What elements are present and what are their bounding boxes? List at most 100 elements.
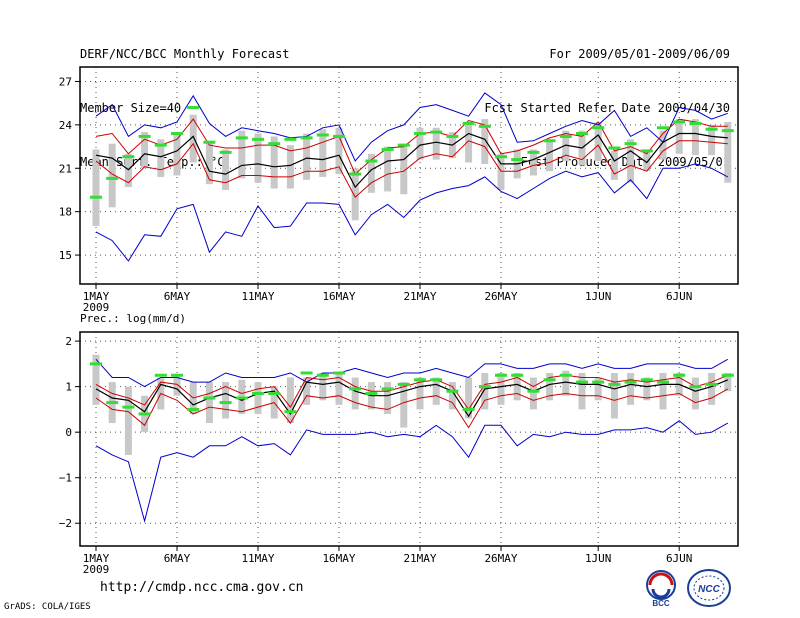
obs-marker xyxy=(235,396,248,400)
obs-marker xyxy=(349,387,362,391)
y-tick-label: 15 xyxy=(59,249,72,262)
obs-marker xyxy=(559,134,572,138)
obs-marker xyxy=(316,373,329,377)
y-tick-label: 21 xyxy=(59,162,72,175)
y-tick-label: 24 xyxy=(59,119,73,132)
obs-marker xyxy=(657,380,669,384)
obs-marker xyxy=(90,362,102,366)
y-tick-label: 2 xyxy=(65,335,72,348)
series-spread-low-line xyxy=(95,140,728,198)
series-max-line xyxy=(95,92,728,162)
obs-marker xyxy=(478,124,491,128)
y-tick-label: 18 xyxy=(59,206,72,219)
obs-marker xyxy=(689,121,702,125)
obs-marker xyxy=(689,385,702,389)
ensemble-box xyxy=(351,377,359,410)
obs-marker xyxy=(705,382,718,386)
bcc-logo-text: BCC xyxy=(652,599,670,608)
x-tick-label: 6MAY xyxy=(164,290,191,303)
ensemble-box xyxy=(627,372,635,405)
obs-marker xyxy=(446,389,459,393)
obs-marker xyxy=(219,401,232,405)
obs-marker xyxy=(397,143,410,147)
obs-marker xyxy=(284,410,297,414)
obs-marker xyxy=(495,155,507,159)
ensemble-box xyxy=(546,139,554,172)
ensemble-box xyxy=(708,372,716,405)
ensemble-box xyxy=(578,372,586,410)
obs-marker xyxy=(203,140,216,144)
ensemble-box xyxy=(92,354,100,405)
panel-title: Prec.: log(mm/d) xyxy=(80,312,186,325)
series-max-line xyxy=(95,358,729,388)
obs-marker xyxy=(608,146,621,150)
x-tick-label: 1MAY xyxy=(83,290,110,303)
ensemble-box xyxy=(497,153,505,190)
obs-marker xyxy=(333,371,345,375)
ensemble-box xyxy=(691,119,699,156)
ensemble-box xyxy=(465,377,473,419)
obs-marker xyxy=(576,380,588,384)
obs-marker xyxy=(592,380,605,384)
ensemble-box xyxy=(173,375,181,396)
obs-marker xyxy=(414,378,426,382)
obs-marker xyxy=(527,150,540,154)
obs-marker xyxy=(365,159,378,163)
y-tick-label: 27 xyxy=(59,75,72,88)
obs-marker xyxy=(154,143,167,147)
obs-marker xyxy=(430,130,443,134)
obs-marker xyxy=(543,139,556,143)
x-tick-label: 16MAY xyxy=(322,552,355,565)
bcc-logo: BCC xyxy=(646,570,676,608)
obs-marker xyxy=(138,134,151,138)
obs-marker xyxy=(397,382,410,386)
ensemble-box xyxy=(92,149,100,227)
obs-marker xyxy=(171,132,183,136)
obs-marker xyxy=(511,373,524,377)
ensemble-box xyxy=(643,149,651,172)
ensemble-box xyxy=(691,377,699,410)
x-tick-label: 26MAY xyxy=(484,552,517,565)
x-tick-label: 6JUN xyxy=(666,552,693,565)
ensemble-box xyxy=(335,127,343,175)
ensemble-box xyxy=(724,121,732,183)
obs-marker xyxy=(252,391,264,395)
ensemble-box xyxy=(594,121,602,162)
ensemble-box xyxy=(222,382,230,419)
obs-marker xyxy=(106,176,119,180)
ensemble-box xyxy=(562,130,570,162)
x-tick-label: 6MAY xyxy=(164,552,191,565)
source-url[interactable]: http://cmdp.ncc.cma.gov.cn xyxy=(100,580,304,595)
obs-marker xyxy=(640,378,653,382)
obs-marker xyxy=(511,158,524,162)
x-tick-label: 1MAY xyxy=(83,552,110,565)
ensemble-box xyxy=(675,119,683,154)
ensemble-box xyxy=(481,372,489,410)
obs-marker xyxy=(527,389,540,393)
obs-marker xyxy=(90,195,102,199)
y-tick-label: 1 xyxy=(65,381,72,394)
x-tick-label: 1JUN xyxy=(585,290,612,303)
obs-marker xyxy=(333,134,345,138)
x-tick-label: 11MAY xyxy=(241,552,274,565)
series-mean-line xyxy=(95,132,728,189)
obs-marker xyxy=(462,121,475,125)
obs-marker xyxy=(576,132,588,136)
ensemble-box xyxy=(594,377,602,401)
ensemble-box xyxy=(708,124,716,156)
ensemble-box xyxy=(286,377,294,424)
obs-marker xyxy=(316,133,329,137)
ensemble-box xyxy=(562,370,570,396)
x-tick-label: 16MAY xyxy=(322,290,355,303)
series-spread-high-line xyxy=(95,374,728,411)
ensemble-box xyxy=(367,153,375,193)
obs-marker xyxy=(673,120,686,124)
ensemble-box xyxy=(659,372,667,410)
obs-marker xyxy=(608,382,621,386)
ensemble-box xyxy=(351,168,359,221)
ensemble-box xyxy=(254,382,262,414)
ensemble-box xyxy=(546,372,554,401)
ensemble-box xyxy=(432,127,440,160)
series-min-line xyxy=(95,420,729,523)
